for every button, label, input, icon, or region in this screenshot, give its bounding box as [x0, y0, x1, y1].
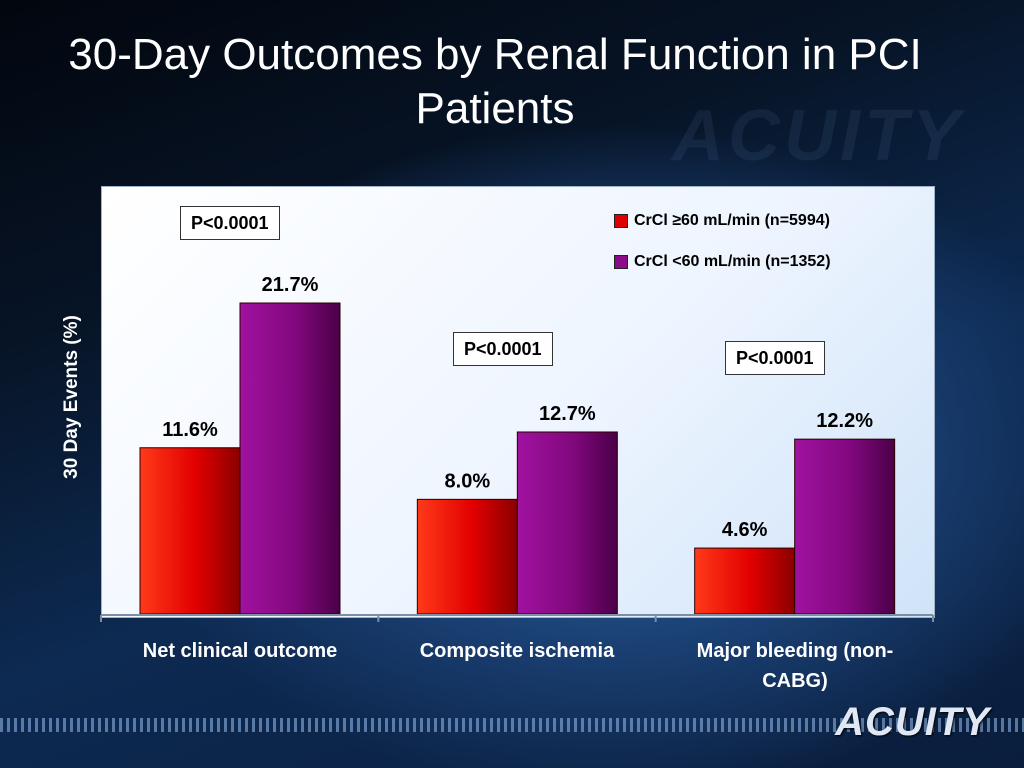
x-tick-label-composite-ischemia: Composite ischemia	[419, 640, 615, 662]
x-tick-label-major-bleeding: Major bleeding (non-CABG)	[696, 640, 894, 692]
legend-label: CrCl ≥60 mL/min (n=5994)	[634, 212, 830, 229]
legend-item-crcl-under-60: CrCl <60 mL/min (n=1352)	[614, 251, 831, 273]
bar-composite-ischemia-series-2	[516, 431, 618, 615]
data-label-major-bleeding-non-cabg-series-1: 4.6%	[722, 519, 768, 541]
acuity-logo: ACUITY	[835, 700, 990, 744]
legend-item-crcl-60-plus: CrCl ≥60 mL/min (n=5994)	[614, 210, 831, 232]
data-label-composite-ischemia-series-2: 12.7%	[539, 403, 596, 425]
bar-net-clinical-outcome-series-1	[139, 447, 241, 615]
legend-swatch-purple	[614, 255, 628, 269]
data-label-major-bleeding-non-cabg-series-2: 12.2%	[816, 410, 873, 432]
p-value-annotation-composite-ischemia: P<0.0001	[453, 332, 553, 366]
footer-decoration	[0, 718, 1024, 732]
bar-net-clinical-outcome-series-2	[239, 302, 341, 615]
data-label-composite-ischemia-series-1: 8.0%	[445, 470, 491, 492]
x-tick-label-net-clinical-outcome: Net clinical outcome	[142, 640, 338, 662]
data-label-net-clinical-outcome-series-1: 11.6%	[162, 419, 218, 441]
p-value-annotation-major-bleeding: P<0.0001	[725, 341, 825, 375]
slide-title: 30-Day Outcomes by Renal Function in PCI…	[68, 30, 922, 133]
data-label-net-clinical-outcome-series-2: 21.7%	[262, 274, 319, 296]
legend-label: CrCl <60 mL/min (n=1352)	[634, 253, 831, 270]
chart-legend: CrCl ≥60 mL/min (n=5994) CrCl <60 mL/min…	[614, 210, 831, 292]
p-value-annotation-net-clinical: P<0.0001	[180, 206, 280, 240]
bar-composite-ischemia-series-1	[416, 498, 518, 615]
bar-major-bleeding-non-cabg-series-1	[694, 547, 796, 615]
bar-major-bleeding-non-cabg-series-2	[794, 438, 896, 615]
background-watermark-logo: ACUITY	[672, 96, 964, 176]
legend-swatch-red	[614, 214, 628, 228]
